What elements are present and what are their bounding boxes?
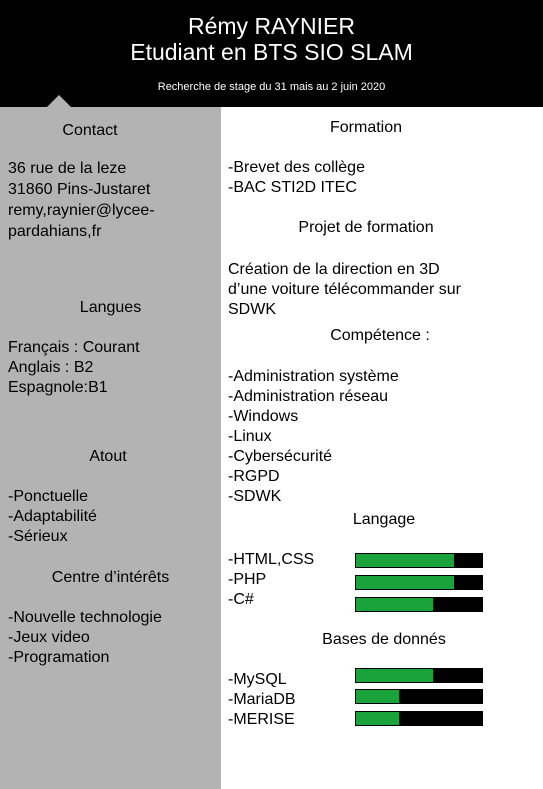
skill-label: -PHP (228, 571, 267, 588)
contact-heading: Contact (62, 122, 118, 139)
interet-line: -Programation (8, 649, 110, 666)
atout-line: -Sérieux (8, 528, 68, 545)
langue-line: Français : Courant (8, 339, 140, 356)
person-name: Rémy RAYNIER (188, 13, 355, 39)
skill-bar (355, 553, 483, 568)
skill-bar-fill (356, 576, 455, 589)
competence-line: -Administration système (228, 368, 399, 385)
header-subtitle: Recherche de stage du 31 mais au 2 juin … (157, 81, 386, 93)
skill-bar (355, 689, 483, 704)
contact-line: 31860 Pins-Justaret (8, 181, 151, 198)
langue-line: Espagnole:B1 (8, 379, 108, 396)
formation-line: -Brevet des collège (228, 159, 365, 176)
competence-line: -Cybersécurité (228, 448, 333, 465)
competence-line: -RGPD (228, 468, 280, 485)
skill-label: -MySQL (228, 671, 287, 688)
interet-line: -Jeux video (8, 629, 90, 646)
notch-decoration (47, 95, 71, 107)
langage-heading: Langage (352, 511, 416, 528)
projet-line: d’une voiture télécommander sur (228, 281, 462, 298)
competence-heading: Compétence : (330, 327, 430, 344)
formation-line: -BAC STI2D ITEC (228, 179, 357, 196)
competence-line: -SDWK (228, 488, 282, 505)
competence-line: -Administration réseau (228, 388, 389, 405)
skill-bar (355, 575, 483, 590)
skill-bar (355, 711, 483, 726)
atout-line: -Adaptabilité (8, 508, 97, 525)
competence-line: -Linux (228, 428, 272, 445)
skill-label: -C# (228, 591, 254, 608)
bdd-heading: Bases de donnés (322, 631, 446, 648)
atout-line: -Ponctuelle (8, 488, 89, 505)
header: Rémy RAYNIER Etudiant en BTS SIO SLAM Re… (0, 0, 543, 107)
skill-label: -HTML,CSS (228, 551, 315, 568)
formation-heading: Formation (329, 119, 403, 136)
interet-line: -Nouvelle technologie (8, 609, 162, 626)
skill-bar-fill (356, 712, 399, 725)
projet-line: Création de la direction en 3D (228, 261, 440, 278)
contact-line: 36 rue de la leze (8, 160, 127, 177)
contact-line: remy,raynier@lycee- (8, 202, 155, 219)
interets-heading: Centre d’intérêts (51, 569, 170, 586)
skill-bar-fill (356, 690, 399, 703)
skill-bar (355, 597, 483, 612)
skill-label: -MariaDB (228, 691, 296, 708)
langue-line: Anglais : B2 (8, 359, 94, 376)
projet-line: SDWK (228, 301, 276, 318)
skill-bar-fill (356, 669, 433, 682)
langues-heading: Langues (79, 299, 142, 316)
skill-bar-fill (356, 554, 455, 567)
projet-heading: Projet de formation (298, 219, 434, 236)
competence-line: -Windows (228, 408, 299, 425)
skill-label: -MERISE (228, 711, 295, 728)
sidebar (0, 107, 221, 789)
skill-bar-fill (356, 598, 433, 611)
atout-heading: Atout (89, 448, 127, 465)
skill-bar (355, 668, 483, 683)
contact-line: pardahians,fr (8, 223, 102, 240)
job-title: Etudiant en BTS SIO SLAM (130, 39, 413, 65)
